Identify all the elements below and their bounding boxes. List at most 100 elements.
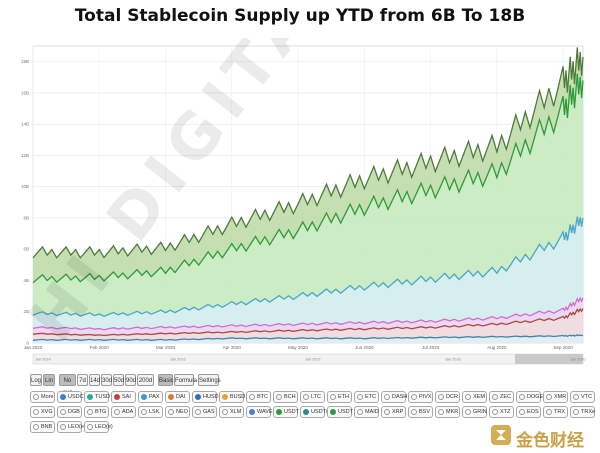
asset-chip[interactable]: TRX — [543, 406, 568, 418]
asset-chip[interactable]: ETH — [327, 391, 352, 403]
avg-button[interactable]: No avg — [59, 374, 76, 396]
asset-chip[interactable]: ETC — [354, 391, 379, 403]
chip-label: BNB — [41, 424, 53, 430]
asset-chip[interactable]: GRIN — [462, 406, 487, 418]
chip-label: LEO(e) — [68, 424, 86, 430]
asset-chip[interactable]: XVG — [30, 406, 55, 418]
asset-chip[interactable]: BTG — [84, 406, 109, 418]
chip-dot — [519, 409, 525, 415]
chip-label: PAX — [149, 394, 160, 400]
scale-button-log[interactable]: Log — [30, 374, 42, 386]
line-tusd — [32, 296, 584, 331]
navigator: Jan 2014 Jan 2016 Jan 2017 Jan 2018 Jan 2020 — [32, 353, 586, 365]
asset-chip[interactable]: TRXe — [570, 406, 595, 418]
mode-button-formula[interactable]: Formula — [174, 374, 197, 386]
scale-button-lin[interactable]: Lin — [43, 374, 55, 386]
navigator-tick-label: Jan 2016 — [170, 358, 186, 362]
asset-chip[interactable]: DGB — [57, 406, 82, 418]
asset-chip[interactable]: XLM — [219, 406, 244, 418]
asset-chip[interactable]: NEO — [165, 406, 190, 418]
chip-label: NEO — [176, 409, 188, 415]
x-tick-label: May 2020 — [288, 345, 308, 350]
chip-label: SAI — [122, 394, 131, 400]
asset-chip[interactable]: BUSD — [219, 391, 245, 403]
chip-label: ETH — [338, 394, 349, 400]
asset-chip[interactable]: BSV — [408, 406, 433, 418]
avg-button[interactable]: 50d — [113, 374, 124, 386]
asset-chip[interactable]: USDT — [327, 406, 353, 418]
chip-dot — [33, 409, 39, 415]
chip-dot — [492, 409, 498, 415]
mode-button-basic[interactable]: Basic — [158, 374, 174, 386]
asset-chip[interactable]: DOGE — [516, 391, 543, 403]
logo-icon — [491, 425, 511, 445]
asset-chip[interactable]: MAID — [354, 406, 379, 418]
avg-button[interactable]: 30d — [101, 374, 112, 386]
asset-chip[interactable]: PIVX — [408, 391, 433, 403]
asset-chip[interactable]: XMR — [543, 391, 568, 403]
asset-chip[interactable]: LSK — [138, 406, 163, 418]
chip-dot — [87, 394, 93, 400]
asset-chip[interactable]: XRP — [381, 406, 406, 418]
chip-label: LSK — [149, 409, 160, 415]
asset-chip[interactable]: ADA — [111, 406, 136, 418]
area-usdc — [33, 216, 583, 343]
asset-chip[interactable]: MKR — [435, 406, 460, 418]
asset-chip[interactable]: PAX — [138, 391, 163, 403]
avg-button[interactable]: 200d — [137, 374, 154, 386]
chip-dot — [222, 394, 228, 400]
y-tick-label: 8B — [23, 215, 29, 220]
chip-label: ZEC — [500, 394, 511, 400]
avg-button[interactable]: 90d — [125, 374, 136, 386]
chip-dot — [168, 394, 174, 400]
asset-chip[interactable]: DASH — [381, 391, 408, 403]
x-tick-label: Aug 2020 — [487, 345, 507, 350]
asset-chip[interactable]: XTZ — [489, 406, 514, 418]
line-pax — [32, 334, 584, 341]
chip-label: ADA — [122, 409, 134, 415]
asset-chip[interactable]: More — [30, 391, 55, 403]
chip-dot — [411, 409, 417, 415]
asset-chip[interactable]: USDT — [273, 406, 299, 418]
asset-chip[interactable]: USDT(r) — [300, 406, 331, 418]
asset-chip[interactable]: VTC — [570, 391, 595, 403]
chip-label: MKR — [446, 409, 459, 415]
asset-chip[interactable]: LEO(e) — [84, 421, 113, 433]
asset-chip[interactable]: BTC — [246, 391, 271, 403]
x-tick-label: Sep 2020 — [553, 345, 573, 350]
chip-dot — [573, 394, 579, 400]
asset-chip[interactable]: WAVES — [246, 406, 276, 418]
y-tick-label: 12B — [21, 153, 29, 158]
asset-chip[interactable]: TUSD — [84, 391, 110, 403]
asset-chip[interactable]: GAS — [192, 406, 217, 418]
asset-chip[interactable]: SAI — [111, 391, 136, 403]
asset-chip[interactable]: DCR — [435, 391, 460, 403]
chip-dot — [87, 424, 93, 430]
chart: 0 2B 4B 6B 8B 10B 12B 14B 16B 18B Jan 2020 Feb 202… — [14, 38, 586, 365]
chip-label: WAVES — [257, 409, 277, 415]
chip-label: DASH — [392, 394, 408, 400]
avg-button[interactable]: 7d — [77, 374, 88, 386]
chip-dot — [492, 394, 498, 400]
line-usdt — [32, 73, 584, 284]
asset-chip[interactable]: LEO(e) — [57, 421, 86, 433]
asset-chip[interactable]: DAI — [165, 391, 190, 403]
asset-chip[interactable]: BNB — [30, 421, 55, 433]
asset-chip[interactable]: LTC — [300, 391, 325, 403]
avg-button[interactable]: 14d — [89, 374, 100, 386]
asset-chip[interactable]: HUSD — [192, 391, 219, 403]
chip-dot — [60, 424, 66, 430]
settings-button[interactable]: Settings — [198, 374, 221, 386]
y-tick-label: 0 — [26, 341, 29, 346]
asset-chip[interactable]: USDC — [57, 391, 84, 403]
asset-chip[interactable]: BCH — [273, 391, 298, 403]
chip-label: USDC — [68, 394, 84, 400]
chip-dot — [249, 409, 255, 415]
chip-dot — [546, 394, 552, 400]
asset-chip[interactable]: XEM — [462, 391, 487, 403]
chip-dot — [573, 409, 579, 415]
asset-chip[interactable]: EOS — [516, 406, 541, 418]
asset-chip[interactable]: ZEC — [489, 391, 514, 403]
chip-dot — [384, 394, 390, 400]
chip-dot — [60, 409, 66, 415]
